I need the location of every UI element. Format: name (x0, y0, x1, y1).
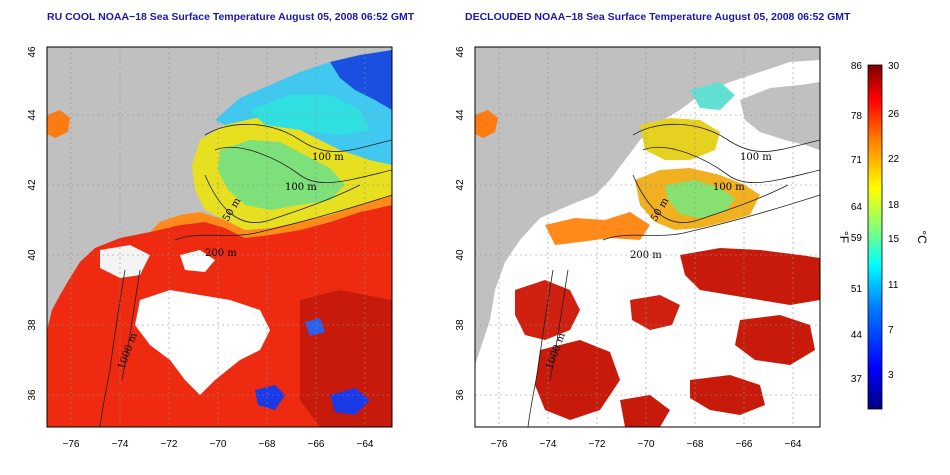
fahrenheit-tick: 78 (851, 111, 863, 122)
celsius-tick: 22 (888, 154, 900, 165)
dark-red-region (300, 290, 392, 427)
blue-cloud-edge (255, 385, 285, 410)
contour-label-200m-left: 200 m (205, 248, 237, 259)
fahrenheit-unit-label: °F (837, 231, 851, 243)
lon-tick: −66 (308, 439, 325, 450)
lat-tick: 36 (455, 389, 466, 401)
warm-water-patch (620, 395, 670, 427)
celsius-tick: 7 (888, 325, 894, 336)
lon-tick: −66 (736, 439, 753, 450)
left-map-frame (46, 46, 393, 428)
fahrenheit-tick: 86 (851, 61, 863, 72)
celsius-tick: 30 (888, 61, 900, 72)
lat-tick: 46 (455, 46, 466, 58)
gulf-of-maine-north (640, 118, 720, 160)
lon-tick: −74 (112, 439, 129, 450)
contour-label-200m-right: 200 m (630, 250, 662, 261)
left-lat-axis: 46 44 42 40 38 36 (27, 46, 38, 401)
lat-tick: 40 (27, 249, 38, 261)
celsius-tick: 26 (888, 109, 900, 120)
lon-tick: −74 (540, 439, 557, 450)
lon-tick: −68 (259, 439, 276, 450)
contour-label-100m-left-a: 100 m (312, 152, 344, 163)
right-panel-title: DECLOUDED NOAA−18 Sea Surface Temperatur… (465, 11, 851, 23)
left-map-panel (47, 47, 392, 427)
celsius-unit-label: °C (915, 230, 929, 244)
lon-tick: −76 (491, 439, 508, 450)
bathymetry-contours (527, 123, 820, 427)
fahrenheit-tick: 71 (851, 155, 863, 166)
celsius-tick: 15 (888, 234, 900, 245)
celsius-tick: 11 (888, 280, 899, 291)
lat-tick: 44 (455, 109, 466, 121)
lat-tick: 42 (455, 179, 466, 191)
temperature-colorbar: 86 78 71 64 59 51 44 37 30 26 22 18 15 1… (837, 61, 929, 410)
fahrenheit-tick: 37 (851, 374, 863, 385)
cloud-patch (135, 290, 270, 395)
cyan-highlight (250, 95, 370, 135)
fahrenheit-tick: 64 (851, 202, 863, 213)
fahrenheit-tick: 51 (851, 284, 863, 295)
cyan-patch (690, 82, 735, 110)
land-area (475, 47, 820, 365)
lat-tick: 38 (27, 319, 38, 331)
left-map-gridlines (47, 47, 392, 427)
right-lon-axis: −76 −74 −72 −70 −68 −66 −64 (491, 439, 802, 450)
cloud-patch-3 (180, 250, 215, 272)
contour-label-100m-right-a: 100 m (740, 152, 772, 163)
fahrenheit-tick: 44 (851, 330, 863, 341)
warm-water-patch (630, 295, 680, 330)
lat-tick: 42 (27, 179, 38, 191)
warm-water-patch (735, 315, 815, 365)
orange-coastal-band (545, 212, 650, 245)
lon-tick: −72 (161, 439, 178, 450)
fahrenheit-tick: 59 (851, 233, 863, 244)
bathymetry-contours (99, 123, 392, 427)
coastal-orange-spot (47, 110, 70, 138)
colorbar-gradient (867, 64, 883, 410)
blue-cloud-edge-3 (305, 318, 325, 336)
cloud-patch-2 (100, 245, 150, 278)
right-map-panel (475, 47, 820, 427)
lon-tick: −68 (687, 439, 704, 450)
coldest-water-region (330, 50, 392, 110)
lat-tick: 38 (455, 319, 466, 331)
contour-label-100m-left-b: 100 m (285, 182, 317, 193)
lon-tick: −70 (638, 439, 655, 450)
lat-tick: 36 (27, 389, 38, 401)
right-map-gridlines (475, 47, 820, 427)
lon-tick: −72 (589, 439, 606, 450)
coastal-orange-spot (475, 110, 498, 138)
lon-tick: −76 (63, 439, 80, 450)
green-region (665, 180, 735, 218)
celsius-tick: 3 (888, 370, 894, 381)
green-region (218, 140, 345, 210)
left-lon-axis: −76 −74 −72 −70 −68 −66 −64 (63, 439, 374, 450)
right-lat-axis: 46 44 42 40 38 36 (455, 46, 466, 401)
lat-tick: 46 (27, 46, 38, 58)
lon-tick: −64 (357, 439, 374, 450)
lat-tick: 40 (455, 249, 466, 261)
lon-tick: −70 (210, 439, 227, 450)
warm-water-patch (690, 375, 765, 415)
lat-tick: 44 (27, 109, 38, 121)
right-map-frame (474, 46, 821, 428)
celsius-tick: 18 (888, 200, 900, 211)
lon-tick: −64 (785, 439, 802, 450)
nova-scotia-land (740, 82, 820, 150)
warm-water-patch (535, 340, 620, 420)
contour-label-100m-right-b: 100 m (713, 182, 745, 193)
warm-water-patch (680, 248, 820, 305)
blue-cloud-edge-2 (330, 388, 370, 415)
left-panel-title: RU COOL NOAA−18 Sea Surface Temperature … (47, 11, 415, 23)
